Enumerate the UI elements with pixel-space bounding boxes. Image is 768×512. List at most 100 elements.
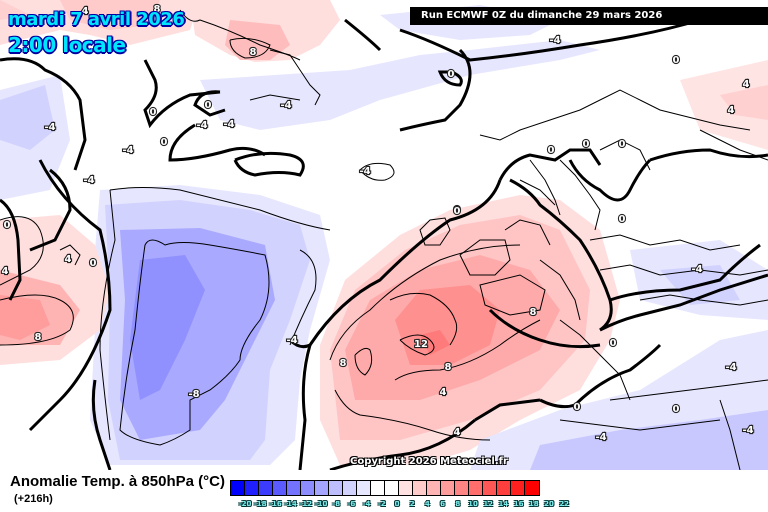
contour-label: 0 (673, 55, 680, 66)
model-run-label: Run ECMWF 0Z du dimanche 29 mars 2026 (421, 10, 663, 21)
contour-label: 0 (205, 100, 212, 111)
zero-contours (0, 8, 768, 470)
contour-label: 0 (548, 145, 555, 156)
contour-label: 0 (161, 137, 168, 148)
contour-label: 0 (90, 258, 97, 269)
lead-time: (+216h) (14, 493, 53, 505)
color-scale-cell (469, 481, 483, 495)
color-scale-tick-label: 0 (394, 500, 400, 508)
color-scale-tick-label: 18 (528, 500, 539, 508)
contour-label: -4 (280, 100, 291, 111)
anomaly-fills (0, 0, 768, 470)
color-scale-tick-label: 14 (498, 500, 509, 508)
contour-label: -4 (196, 120, 207, 131)
contour-label: 4 (65, 254, 72, 265)
contour-label: 0 (454, 205, 461, 216)
color-scale-bar (230, 480, 540, 496)
color-scale-cell (301, 481, 315, 495)
color-scale-tick-label: -4 (362, 500, 371, 508)
color-scale-cell (483, 481, 497, 495)
color-scale-cell (511, 481, 525, 495)
color-scale-tick-label: 10 (468, 500, 478, 508)
color-scale-tick-label: -16 (269, 500, 282, 508)
model-run-info: Run ECMWF 0Z du dimanche 29 mars 2026 (410, 7, 768, 25)
color-scale-cell (329, 481, 343, 495)
contour-label: 4 (728, 105, 735, 116)
color-scale-cell (343, 481, 357, 495)
color-scale-cell (231, 481, 245, 495)
contour-label: 0 (673, 404, 680, 415)
contour-label: -8 (188, 389, 199, 400)
contour-label: -4 (44, 122, 55, 133)
contour-label: -4 (742, 425, 753, 436)
contour-label: 0 (610, 338, 617, 349)
forecast-date: mardi 7 avril 2026 (8, 9, 185, 30)
color-scale-tick-label: -8 (332, 500, 341, 508)
color-scale-tick-label: -6 (347, 500, 356, 508)
color-scale-cell (455, 481, 469, 495)
contour-label: -4 (286, 335, 297, 346)
contour-label: 0 (150, 107, 157, 118)
contour-label: 0 (448, 69, 455, 80)
contour-label: 0 (574, 402, 581, 413)
color-scale-cell (427, 481, 441, 495)
color-scale-cell (273, 481, 287, 495)
contour-label: 8 (154, 4, 161, 15)
color-scale-tick-label: 20 (544, 500, 554, 508)
contour-label: 8 (340, 358, 347, 369)
contour-label: 0 (4, 220, 11, 231)
contour-label: 0 (619, 139, 626, 150)
contour-label: 4 (440, 387, 447, 398)
color-scale-tick-label: -12 (299, 500, 313, 508)
contour-label: 4 (2, 266, 9, 277)
color-scale-tick-label: 2 (409, 500, 415, 508)
color-scale-tick-label: 6 (440, 500, 446, 508)
color-scale-tick-label: -2 (377, 500, 386, 508)
contour-label: 12 (414, 339, 428, 350)
coastlines-and-contours (0, 9, 768, 470)
color-scale-cell (525, 481, 539, 495)
contour-label: 8 (35, 332, 42, 343)
color-scale-cell (259, 481, 273, 495)
contour-label: 4 (454, 427, 461, 438)
color-scale-cell (385, 481, 399, 495)
contour-label: -4 (359, 166, 370, 177)
contour-label: 0 (454, 206, 461, 217)
contour-label: -4 (122, 145, 133, 156)
variable-title: Anomalie Temp. à 850hPa (°C) (10, 473, 225, 490)
contour-label: -4 (549, 35, 560, 46)
contour-label: -4 (83, 175, 94, 186)
contour-label: -4 (725, 362, 736, 373)
temperature-anomaly-map: 8 4 8 0 0 -4 -4 -4 0 -4 -4 -4 -4 0 -4 0 4 4 0 0 0 0 0 0 4 0 4 8 -4 -8… (0, 0, 768, 470)
contour-label: -4 (595, 432, 606, 443)
color-scale-tick-label: 22 (559, 500, 570, 508)
contour-label: 8 (445, 362, 452, 373)
contour-labels: 8 4 8 0 0 -4 -4 -4 0 -4 -4 -4 -4 0 -4 0 4 4 0 0 0 0 0 0 4 0 4 8 -4 -8… (0, 3, 754, 444)
color-scale-cell (245, 481, 259, 495)
contour-label: 8 (530, 307, 537, 318)
contour-label: 0 (619, 214, 626, 225)
color-scale-cell (287, 481, 301, 495)
contour-label: 4 (743, 79, 750, 90)
color-scale-tick-label: -14 (284, 500, 297, 508)
color-scale-tick-label: 4 (424, 500, 430, 508)
map-canvas: 8 4 8 0 0 -4 -4 -4 0 -4 -4 -4 -4 0 -4 0 4 4 0 0 0 0 0 0 4 0 4 8 -4 -8… (0, 0, 768, 470)
color-scale-tick-label: -20 (238, 500, 252, 508)
contour-label: 4 (82, 6, 89, 17)
color-scale-cell (399, 481, 413, 495)
color-scale-cell (371, 481, 385, 495)
color-scale-cell (441, 481, 455, 495)
contour-label: 0 (583, 139, 590, 150)
contour-label: -4 (223, 119, 234, 130)
contour-label: -4 (691, 264, 702, 275)
color-scale-tick-label: 12 (483, 500, 494, 508)
color-scale-tick-label: 16 (513, 500, 524, 508)
color-scale-cell (497, 481, 511, 495)
color-scale-cell (357, 481, 371, 495)
forecast-local-time: 2:00 locale (8, 33, 126, 57)
color-scale-cell (413, 481, 427, 495)
color-scale-tick-label: -10 (314, 500, 328, 508)
contour-label: 8 (250, 47, 257, 58)
copyright-notice: Copyright 2026 Meteociel.fr (350, 456, 508, 467)
color-scale-tick-label: -18 (253, 500, 267, 508)
